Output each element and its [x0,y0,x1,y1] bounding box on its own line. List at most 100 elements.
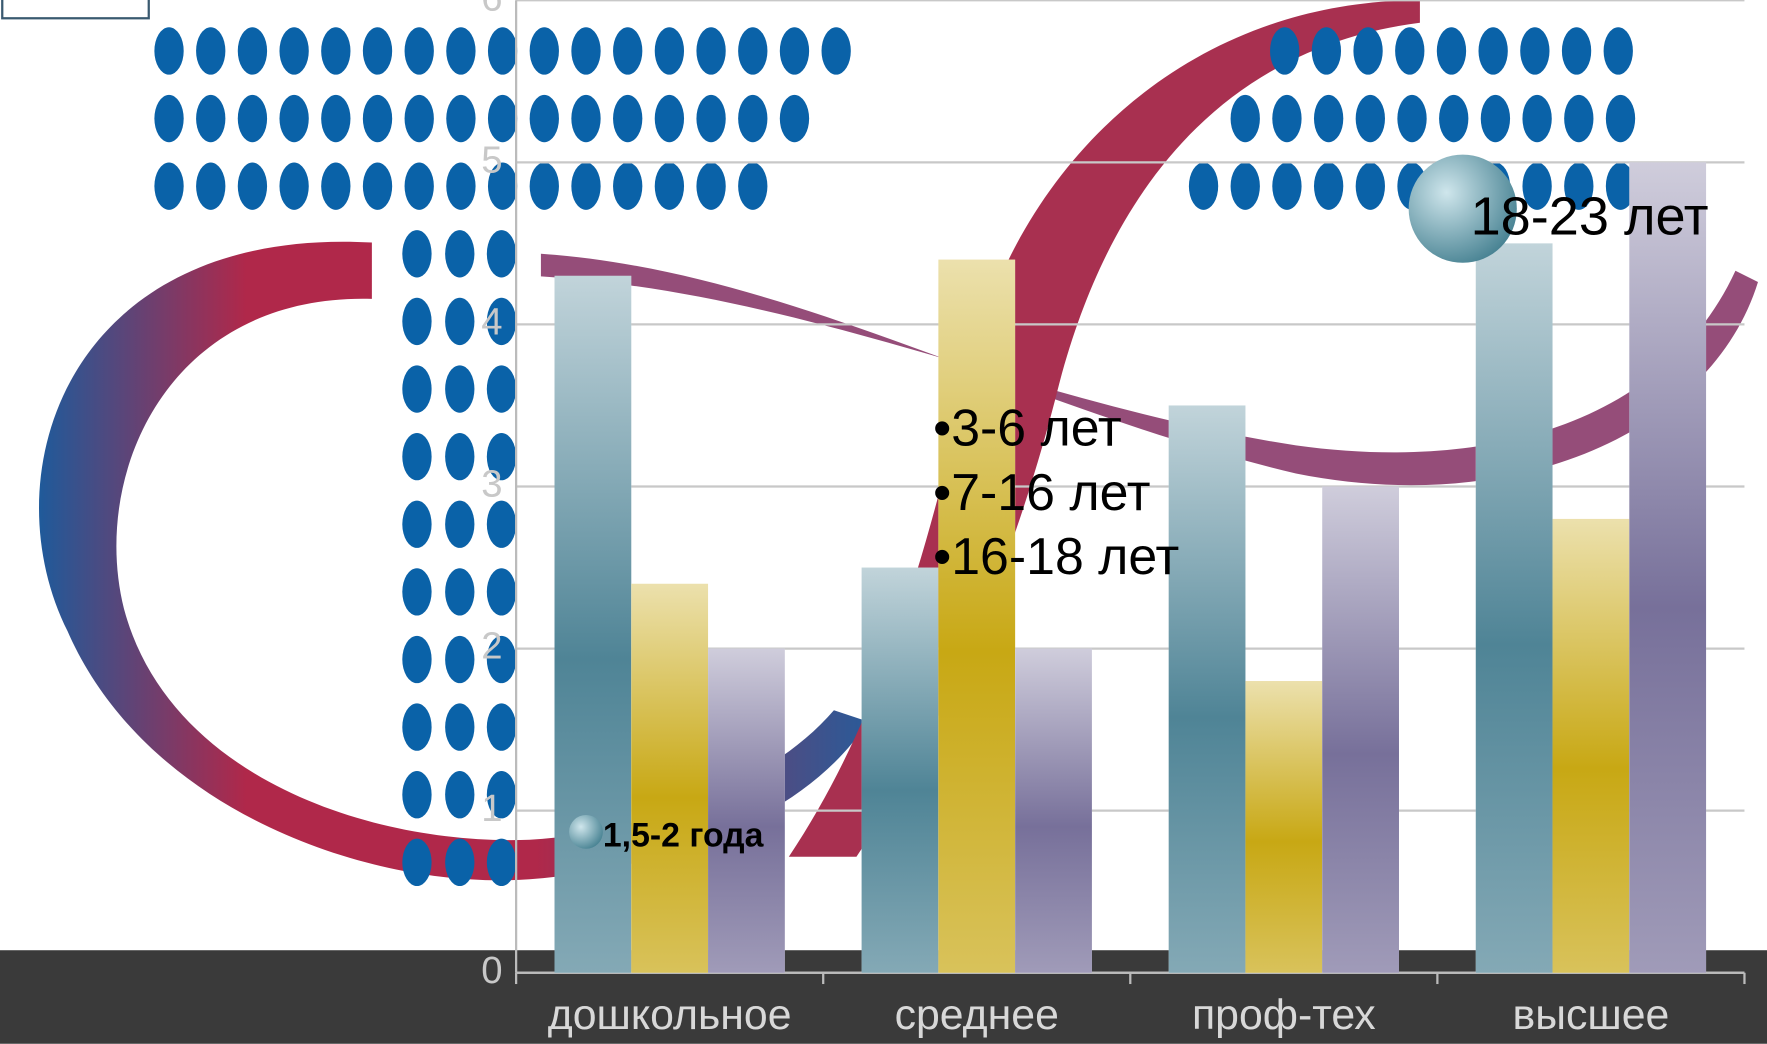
y-tick-label: 4 [481,301,502,344]
dot [779,27,810,75]
dot [1355,162,1385,210]
y-tick-label: 1 [481,787,502,830]
bar [1245,681,1323,973]
dot [1270,27,1300,75]
dot [404,162,434,210]
dot [486,703,517,751]
annotation: •7-16 лет [933,463,1150,521]
dot [404,27,434,75]
dot [196,162,226,210]
dot [362,94,393,143]
dot [1439,94,1469,143]
dot [1564,94,1594,143]
dot [402,635,432,684]
dot [654,162,685,210]
bar [1015,648,1092,973]
bar [1168,405,1246,973]
dot [362,162,393,210]
dot [154,27,184,75]
bar [631,583,709,973]
dot [1272,162,1302,210]
dot [445,365,475,413]
dot [321,27,351,75]
dot [654,94,685,143]
dot [529,27,559,75]
bar [708,648,785,973]
dot [402,568,432,616]
dot [1313,94,1344,143]
annotation: 18-23 лет [1471,186,1709,246]
dot [696,94,726,143]
dot [1564,162,1594,210]
dot [571,162,601,210]
dot [486,230,517,278]
x-tick-label: высшее [1512,991,1669,1039]
dot [445,703,475,751]
corner-box [1,0,150,20]
bar [1629,162,1707,973]
dot [446,162,476,210]
bar [1322,486,1399,973]
y-tick-label: 5 [481,138,502,181]
dot [486,297,517,346]
dot [1478,27,1508,75]
dot [445,230,475,278]
dot [486,635,517,684]
dot [1480,94,1511,143]
x-tick-label: среднее [895,991,1059,1039]
dot [529,94,559,143]
dot [486,771,517,819]
dot [696,162,726,210]
dot [1313,162,1344,210]
dot [1353,27,1383,75]
dot [321,94,351,143]
dot [486,838,517,886]
dot [738,27,768,75]
dot [1188,162,1219,210]
dot [402,703,432,751]
dot [571,94,601,143]
bubble [1408,154,1517,263]
dot [1605,162,1636,210]
dot [1561,27,1592,75]
dot [402,297,432,346]
dot [696,27,726,75]
dot [1395,27,1425,75]
dot [445,297,475,346]
dot [279,27,309,75]
dot [779,94,810,143]
dot [1230,94,1260,143]
dot [1397,94,1427,143]
dot [402,365,432,413]
dot [154,94,184,143]
dot [321,162,351,210]
dot [821,27,851,75]
dot [402,230,432,278]
dot [445,635,475,684]
dot [1603,27,1633,75]
dot [486,500,517,548]
dot [446,27,476,75]
dot [279,94,309,143]
swirl [540,253,1758,486]
y-tick-label: 3 [481,463,502,506]
dot [237,27,268,75]
dot [446,94,476,143]
dot [486,568,517,616]
dot [237,162,268,210]
dot [237,94,268,143]
dot [613,94,643,143]
dot [613,27,643,75]
dot [1311,27,1342,75]
dot [404,94,434,143]
bar [1552,518,1630,973]
dot [445,500,475,548]
dot [445,771,475,819]
dot [1520,27,1550,75]
dot [738,94,768,143]
dot [1522,162,1552,210]
bubble [569,814,603,849]
y-tick-label: 6 [481,0,502,19]
bar [861,567,939,973]
